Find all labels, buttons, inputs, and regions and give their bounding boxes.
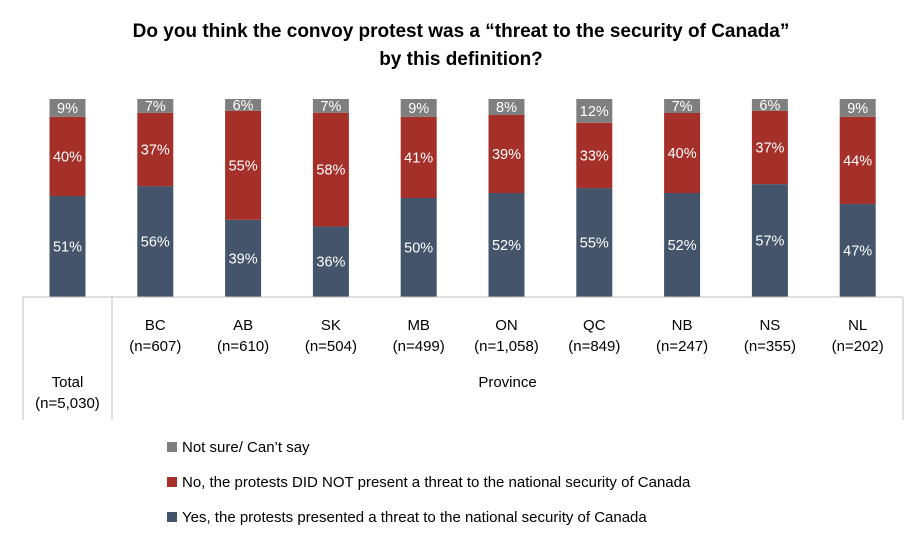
data-label-ab-series-1: 55% bbox=[229, 158, 258, 174]
bar-ab-series-0 bbox=[225, 219, 262, 297]
bar-total-series-1 bbox=[49, 116, 86, 197]
bar-ns-series-1 bbox=[751, 110, 788, 185]
data-label-ns-series-1: 37% bbox=[755, 141, 784, 157]
bar-sk-series-2 bbox=[312, 99, 349, 113]
data-label-on-series-1: 39% bbox=[492, 147, 521, 163]
bar-on-series-0 bbox=[488, 193, 525, 297]
tick-label-ns: NS bbox=[759, 317, 780, 334]
bar-nl-series-0 bbox=[839, 203, 876, 297]
data-label-qc-series-1: 33% bbox=[580, 148, 609, 164]
tick-sample-nb: (n=247) bbox=[656, 338, 708, 355]
tick-sample-sk: (n=504) bbox=[305, 338, 357, 355]
data-label-qc-series-0: 55% bbox=[580, 236, 609, 252]
data-label-sk-series-1: 58% bbox=[316, 163, 345, 179]
tick-label-qc: QC bbox=[583, 317, 606, 334]
data-label-nl-series-1: 44% bbox=[843, 153, 872, 169]
tick-label-nb: NB bbox=[672, 317, 693, 334]
bar-ns-series-0 bbox=[751, 184, 788, 297]
tick-sample-nl: (n=202) bbox=[832, 338, 884, 355]
bar-total-series-0 bbox=[49, 196, 86, 297]
bar-bc-series-2 bbox=[137, 99, 174, 113]
bar-qc-series-0 bbox=[576, 188, 613, 297]
data-label-on-series-2: 8% bbox=[496, 100, 517, 116]
data-label-bc-series-0: 56% bbox=[141, 235, 170, 251]
tick-sample-bc: (n=607) bbox=[129, 338, 181, 355]
bar-nb-series-0 bbox=[664, 193, 701, 297]
data-label-ab-series-0: 39% bbox=[229, 251, 258, 267]
data-label-bc-series-1: 37% bbox=[141, 142, 170, 158]
tick-label-mb: MB bbox=[407, 317, 430, 334]
chart-title-line1: Do you think the convoy protest was a “t… bbox=[133, 21, 790, 42]
tick-label-on: ON bbox=[495, 317, 518, 334]
tick-sample-qc: (n=849) bbox=[568, 338, 620, 355]
legend-label-1: No, the protests DID NOT present a threa… bbox=[182, 474, 691, 491]
data-label-total-series-2: 9% bbox=[57, 101, 78, 117]
data-label-qc-series-2: 12% bbox=[580, 104, 609, 120]
data-label-ns-series-0: 57% bbox=[755, 234, 784, 250]
legend-label-2: Not sure/ Can’t say bbox=[182, 439, 310, 456]
bar-total-series-2 bbox=[49, 99, 86, 117]
bar-sk-series-1 bbox=[312, 112, 349, 227]
tick-label-nl: NL bbox=[848, 317, 867, 334]
legend-swatch-2 bbox=[167, 442, 177, 452]
bar-qc-series-1 bbox=[576, 122, 613, 189]
data-label-ab-series-2: 6% bbox=[233, 98, 254, 114]
tick-label-sk: SK bbox=[321, 317, 341, 334]
legend-swatch-0 bbox=[167, 512, 177, 522]
bar-nl-series-1 bbox=[839, 116, 876, 204]
bars-group: 51% 40% 9% 56% 37% 7% 39% 55% 6% 36% 58% 7% 50% 41% 9%… bbox=[49, 98, 876, 297]
group-label-province: Province bbox=[478, 374, 536, 391]
data-label-total-series-1: 40% bbox=[53, 149, 82, 165]
tick-sample-mb: (n=499) bbox=[393, 338, 445, 355]
category-axis: Total (n=5,030) BC (n=607) AB (n=610) SK (n=504… bbox=[22, 296, 904, 420]
bar-ab-series-1 bbox=[225, 110, 262, 220]
tick-label-bc: BC bbox=[145, 317, 166, 334]
bar-mb-series-1 bbox=[400, 116, 437, 198]
bar-nb-series-2 bbox=[664, 99, 701, 113]
data-label-nl-series-0: 47% bbox=[843, 243, 872, 259]
data-label-mb-series-2: 9% bbox=[408, 101, 429, 117]
data-label-ns-series-2: 6% bbox=[759, 98, 780, 114]
bar-bc-series-1 bbox=[137, 112, 174, 187]
bar-ns-series-2 bbox=[751, 99, 788, 111]
data-label-on-series-0: 52% bbox=[492, 238, 521, 254]
tick-label-ab: AB bbox=[233, 317, 253, 334]
tick-sample-ns: (n=355) bbox=[744, 338, 796, 355]
bar-mb-series-0 bbox=[400, 198, 437, 297]
data-label-nb-series-0: 52% bbox=[668, 238, 697, 254]
data-label-bc-series-2: 7% bbox=[145, 99, 166, 115]
tick-label-total: Total bbox=[52, 374, 84, 391]
bar-bc-series-0 bbox=[137, 186, 174, 297]
bar-mb-series-2 bbox=[400, 99, 437, 117]
chart-title-line2: by this definition? bbox=[379, 49, 543, 70]
data-label-sk-series-2: 7% bbox=[320, 99, 341, 115]
tick-sample-ab: (n=610) bbox=[217, 338, 269, 355]
legend-label-0: Yes, the protests presented a threat to … bbox=[182, 509, 647, 526]
bar-on-series-1 bbox=[488, 115, 525, 193]
bar-nl-series-2 bbox=[839, 99, 876, 117]
data-label-total-series-0: 51% bbox=[53, 240, 82, 256]
data-label-nl-series-2: 9% bbox=[847, 101, 868, 117]
legend: Not sure/ Can’t say No, the protests DID … bbox=[167, 439, 691, 526]
bar-sk-series-0 bbox=[312, 226, 349, 297]
bar-on-series-2 bbox=[488, 99, 525, 115]
data-label-mb-series-1: 41% bbox=[404, 150, 433, 166]
bar-nb-series-1 bbox=[664, 113, 701, 193]
data-label-nb-series-1: 40% bbox=[668, 146, 697, 162]
bar-qc-series-2 bbox=[576, 99, 613, 123]
legend-swatch-1 bbox=[167, 477, 177, 487]
bar-ab-series-2 bbox=[225, 99, 262, 111]
tick-sample-on: (n=1,058) bbox=[474, 338, 539, 355]
data-label-nb-series-2: 7% bbox=[672, 99, 693, 115]
data-label-mb-series-0: 50% bbox=[404, 241, 433, 257]
data-label-sk-series-0: 36% bbox=[316, 255, 345, 271]
tick-sample-total: (n=5,030) bbox=[35, 395, 100, 412]
